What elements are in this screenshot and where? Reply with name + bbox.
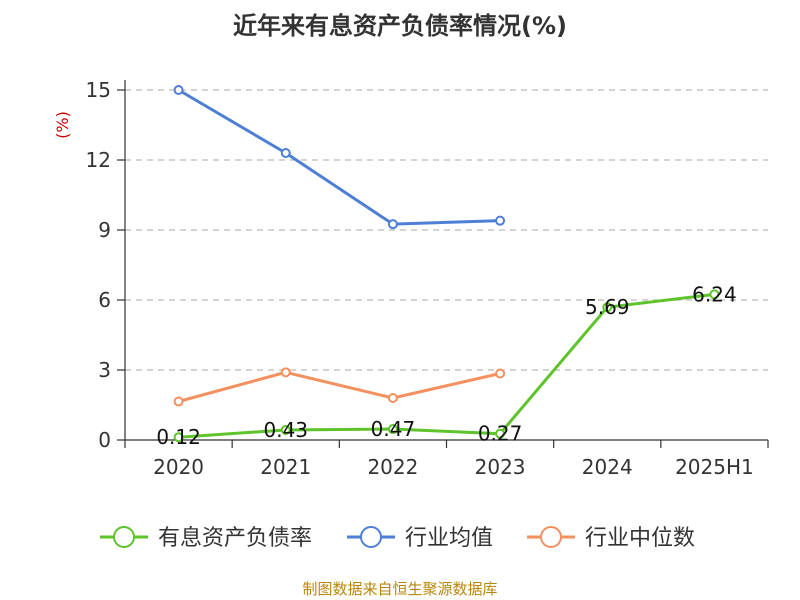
data-point[interactable] (602, 302, 613, 313)
legend-marker (113, 526, 135, 548)
series-line-1 (177, 88, 501, 226)
legend-label: 行业均值 (405, 526, 493, 551)
axes: (%) 0 3 6 9 12 15 2020 2021 2022 2023 2024 2025H1 (53, 78, 769, 479)
data-labels: 0.12 0.43 0.47 0.27 5.69 6.24 (156, 282, 736, 449)
data-point[interactable] (709, 289, 720, 300)
y-tick-label: 6 (98, 288, 111, 312)
data-point[interactable] (280, 148, 291, 158)
legend-marker (540, 526, 562, 548)
data-point[interactable] (387, 393, 398, 403)
y-tick-label: 9 (98, 218, 111, 242)
legend-label: 有息资产负债率 (158, 526, 312, 551)
data-point[interactable] (387, 424, 398, 435)
data-point[interactable] (495, 428, 506, 439)
data-label: 6.24 (692, 282, 737, 306)
y-tick-label: 15 (86, 78, 111, 102)
x-tick-label: 2024 (582, 455, 633, 479)
data-label: 0.47 (371, 417, 416, 441)
legend-item-0[interactable]: 有息资产负债率 (100, 526, 312, 551)
data-point[interactable] (173, 432, 184, 443)
chart-title: 近年来有息资产负债率情况(%) (233, 12, 567, 40)
x-tick-label: 2021 (260, 455, 311, 479)
data-label: 0.27 (478, 422, 523, 446)
x-tick-label: 2022 (367, 455, 418, 479)
data-label: 0.12 (156, 425, 201, 449)
legend-marker (360, 526, 382, 548)
y-tick-label: 12 (86, 148, 111, 172)
data-point[interactable] (173, 396, 184, 407)
series-line-0 (178, 292, 715, 439)
data-point[interactable] (387, 219, 398, 230)
data-label: 5.69 (585, 295, 630, 319)
data-point[interactable] (280, 367, 291, 378)
y-tick-label: 3 (98, 358, 111, 382)
source-note: 制图数据来自恒生聚源数据库 (302, 580, 498, 598)
data-point[interactable] (495, 368, 506, 379)
legend[interactable]: 有息资产负债率 行业均值 行业中位数 (100, 526, 695, 551)
x-tick-label: 2020 (153, 455, 204, 479)
legend-label: 行业中位数 (585, 526, 695, 551)
data-point[interactable] (280, 424, 291, 435)
data-point[interactable] (173, 85, 184, 95)
series-line-2 (178, 370, 501, 403)
series-layer (173, 85, 720, 443)
x-tick-label: 2023 (475, 455, 526, 479)
data-point[interactable] (495, 215, 506, 226)
legend-item-2[interactable]: 行业中位数 (527, 526, 695, 551)
y-axis-unit: (%) (53, 111, 72, 139)
x-tick-label: 2025H1 (675, 455, 754, 479)
grid-lines (125, 89, 768, 371)
data-label: 0.43 (263, 418, 308, 442)
y-tick-label: 0 (98, 428, 111, 452)
legend-item-1[interactable]: 行业均值 (347, 526, 493, 551)
